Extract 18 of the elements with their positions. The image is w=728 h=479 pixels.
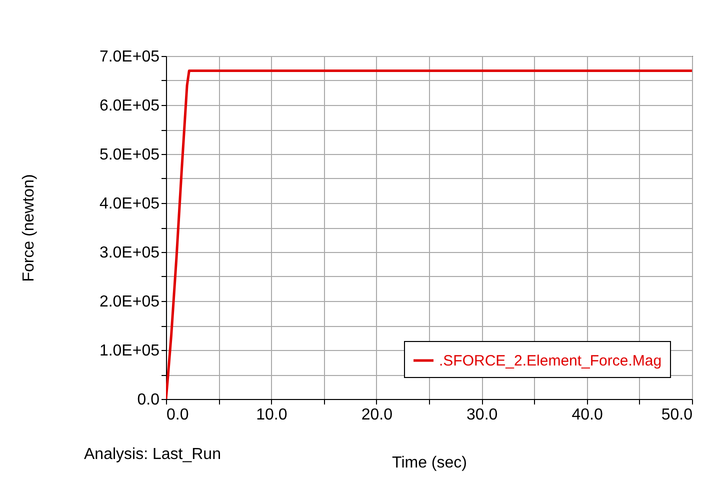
x-tick-label: 50.0 bbox=[661, 406, 693, 424]
x-tick-label: 20.0 bbox=[361, 406, 393, 424]
y-tick-label: 0.0 bbox=[137, 392, 160, 408]
y-tick-label: 2.0E+05 bbox=[99, 294, 160, 310]
x-axis-title: Time (sec) bbox=[392, 454, 467, 472]
x-tick-label: 30.0 bbox=[466, 406, 498, 424]
y-tick-label: 5.0E+05 bbox=[99, 146, 160, 164]
text: Analysis: Last_Run bbox=[84, 446, 221, 463]
y-tick-label: 1.0E+05 bbox=[99, 342, 160, 360]
x-tick-label: 0.0 bbox=[166, 406, 189, 424]
y-axis-title: Force (newton) bbox=[20, 174, 38, 282]
y-tick-label: 6.0E+05 bbox=[99, 98, 160, 114]
y-tick-label: 7.0E+05 bbox=[99, 48, 160, 66]
x-tick-label: 10.0 bbox=[256, 406, 288, 424]
x-tick-label: 40.0 bbox=[572, 406, 603, 424]
legend-label: .SFORCE_2.Element_Force.Mag bbox=[439, 352, 662, 370]
y-tick-label: 4.0E+05 bbox=[99, 196, 160, 212]
y-tick-label: 3.0E+05 bbox=[99, 244, 160, 262]
